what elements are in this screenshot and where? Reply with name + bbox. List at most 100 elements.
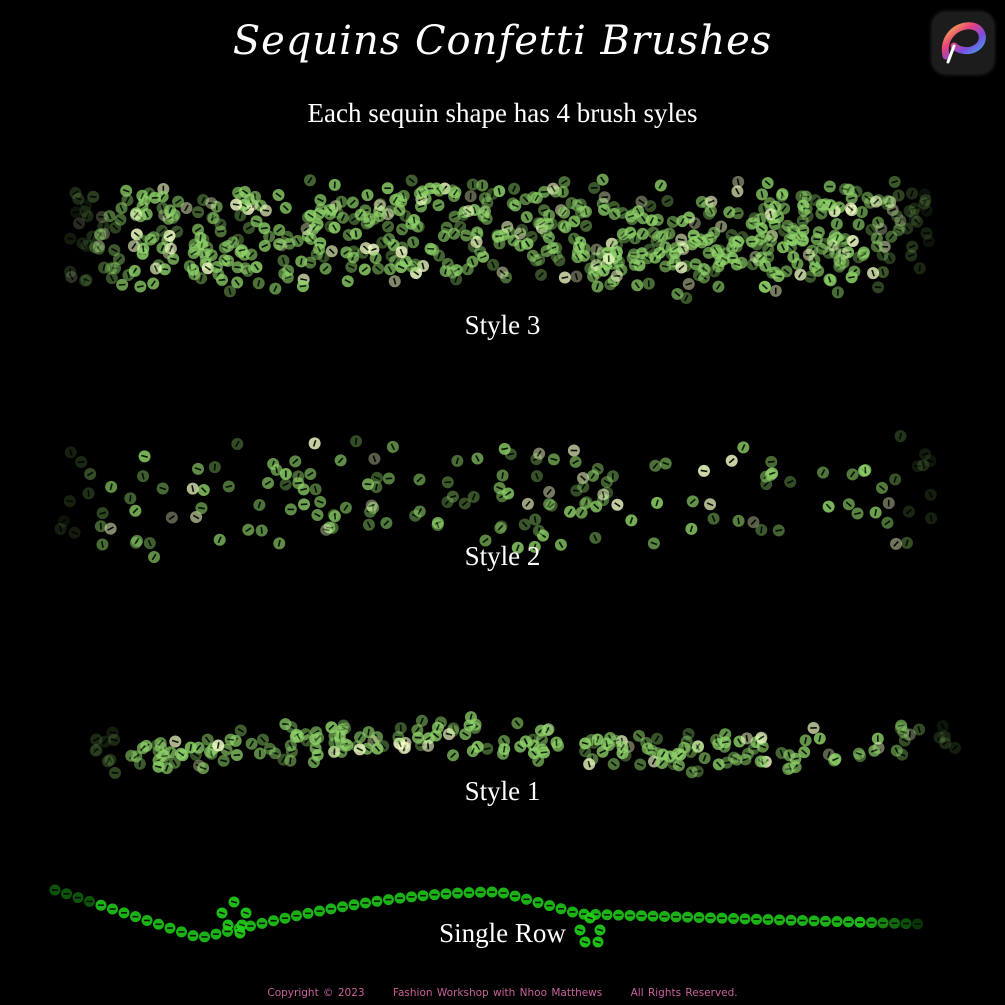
subtitle: Each sequin shape has 4 brush syles xyxy=(307,98,698,128)
sequin xyxy=(747,516,760,529)
sequin xyxy=(655,230,668,243)
sequin xyxy=(498,743,511,756)
sequin xyxy=(693,912,705,923)
sequin xyxy=(704,498,717,511)
sequin xyxy=(647,537,660,550)
sequin xyxy=(124,492,137,505)
sequin xyxy=(511,541,524,554)
sequin xyxy=(447,749,460,762)
sequin xyxy=(273,537,286,550)
sequin xyxy=(710,733,723,746)
sequin xyxy=(242,523,255,536)
sequin xyxy=(597,264,610,277)
sequin xyxy=(570,484,583,497)
sequin xyxy=(224,733,237,746)
sequin xyxy=(230,749,243,762)
sequin xyxy=(130,750,143,763)
sequin xyxy=(474,245,487,258)
sequin xyxy=(227,236,240,249)
sequin xyxy=(496,266,509,279)
sequin xyxy=(894,220,907,233)
sequin xyxy=(68,526,81,539)
sequin xyxy=(682,278,695,291)
sequin xyxy=(774,914,785,926)
sequin xyxy=(905,249,918,262)
sequin xyxy=(149,191,162,204)
sequin xyxy=(607,757,620,770)
sequin xyxy=(558,176,571,189)
sequin xyxy=(772,270,785,283)
sequin xyxy=(894,722,907,735)
sequin xyxy=(75,455,88,468)
sequin xyxy=(920,204,933,217)
sequin xyxy=(395,246,408,259)
sequin xyxy=(766,467,779,480)
sequin xyxy=(432,199,445,212)
sequin xyxy=(778,224,791,237)
sequin xyxy=(502,487,515,500)
sequin xyxy=(394,722,407,735)
sequin xyxy=(577,480,590,493)
sequin xyxy=(336,211,349,224)
sequin xyxy=(890,744,903,757)
sequin xyxy=(564,505,577,518)
sequin xyxy=(797,915,808,927)
sequin xyxy=(373,199,386,212)
sequin xyxy=(154,736,167,749)
sequin xyxy=(163,229,176,242)
sequin xyxy=(746,258,759,271)
sequin xyxy=(533,253,546,266)
sequin xyxy=(659,260,672,273)
sequin xyxy=(136,742,149,755)
sequin xyxy=(405,174,418,187)
sequin xyxy=(195,502,208,515)
sequin xyxy=(148,550,161,563)
sequin xyxy=(682,911,693,923)
sequin xyxy=(107,903,118,915)
sequin xyxy=(461,263,474,276)
sequin xyxy=(739,753,752,766)
sequin xyxy=(269,282,282,295)
sequin xyxy=(313,207,326,220)
sequin xyxy=(842,498,855,511)
sequin xyxy=(895,719,908,732)
sequin xyxy=(417,259,430,272)
sequin xyxy=(80,274,93,287)
sequin xyxy=(852,218,865,231)
sequin xyxy=(486,886,498,898)
sequin xyxy=(269,747,282,760)
sequin xyxy=(197,762,210,775)
rights: All Rights Reserved. xyxy=(630,987,738,999)
sequin xyxy=(272,189,285,202)
procreate-app-icon xyxy=(932,12,994,74)
sequin xyxy=(888,175,901,188)
sequin xyxy=(90,743,103,756)
sequin xyxy=(255,524,268,537)
sequin xyxy=(213,533,226,546)
sequin xyxy=(532,754,545,767)
sequin xyxy=(778,202,791,215)
sequin xyxy=(712,280,725,293)
sequin xyxy=(525,230,538,243)
sequin xyxy=(669,242,682,255)
sequin xyxy=(671,287,684,300)
sequin xyxy=(413,187,426,200)
sequin xyxy=(881,198,894,211)
sequin xyxy=(579,205,592,218)
sequin xyxy=(460,229,473,242)
sequin xyxy=(764,234,777,247)
sequin xyxy=(291,910,302,922)
sequin xyxy=(732,175,745,188)
sequin xyxy=(889,473,902,486)
sequin xyxy=(901,222,914,235)
sequin xyxy=(108,733,121,746)
sequin xyxy=(147,277,160,290)
sequin xyxy=(156,224,169,237)
sequin xyxy=(514,227,527,240)
sequin xyxy=(245,737,258,750)
sequin xyxy=(918,188,931,201)
sequin xyxy=(822,246,835,259)
sequin xyxy=(245,248,258,261)
sequin xyxy=(341,275,354,288)
sequin xyxy=(755,731,768,744)
